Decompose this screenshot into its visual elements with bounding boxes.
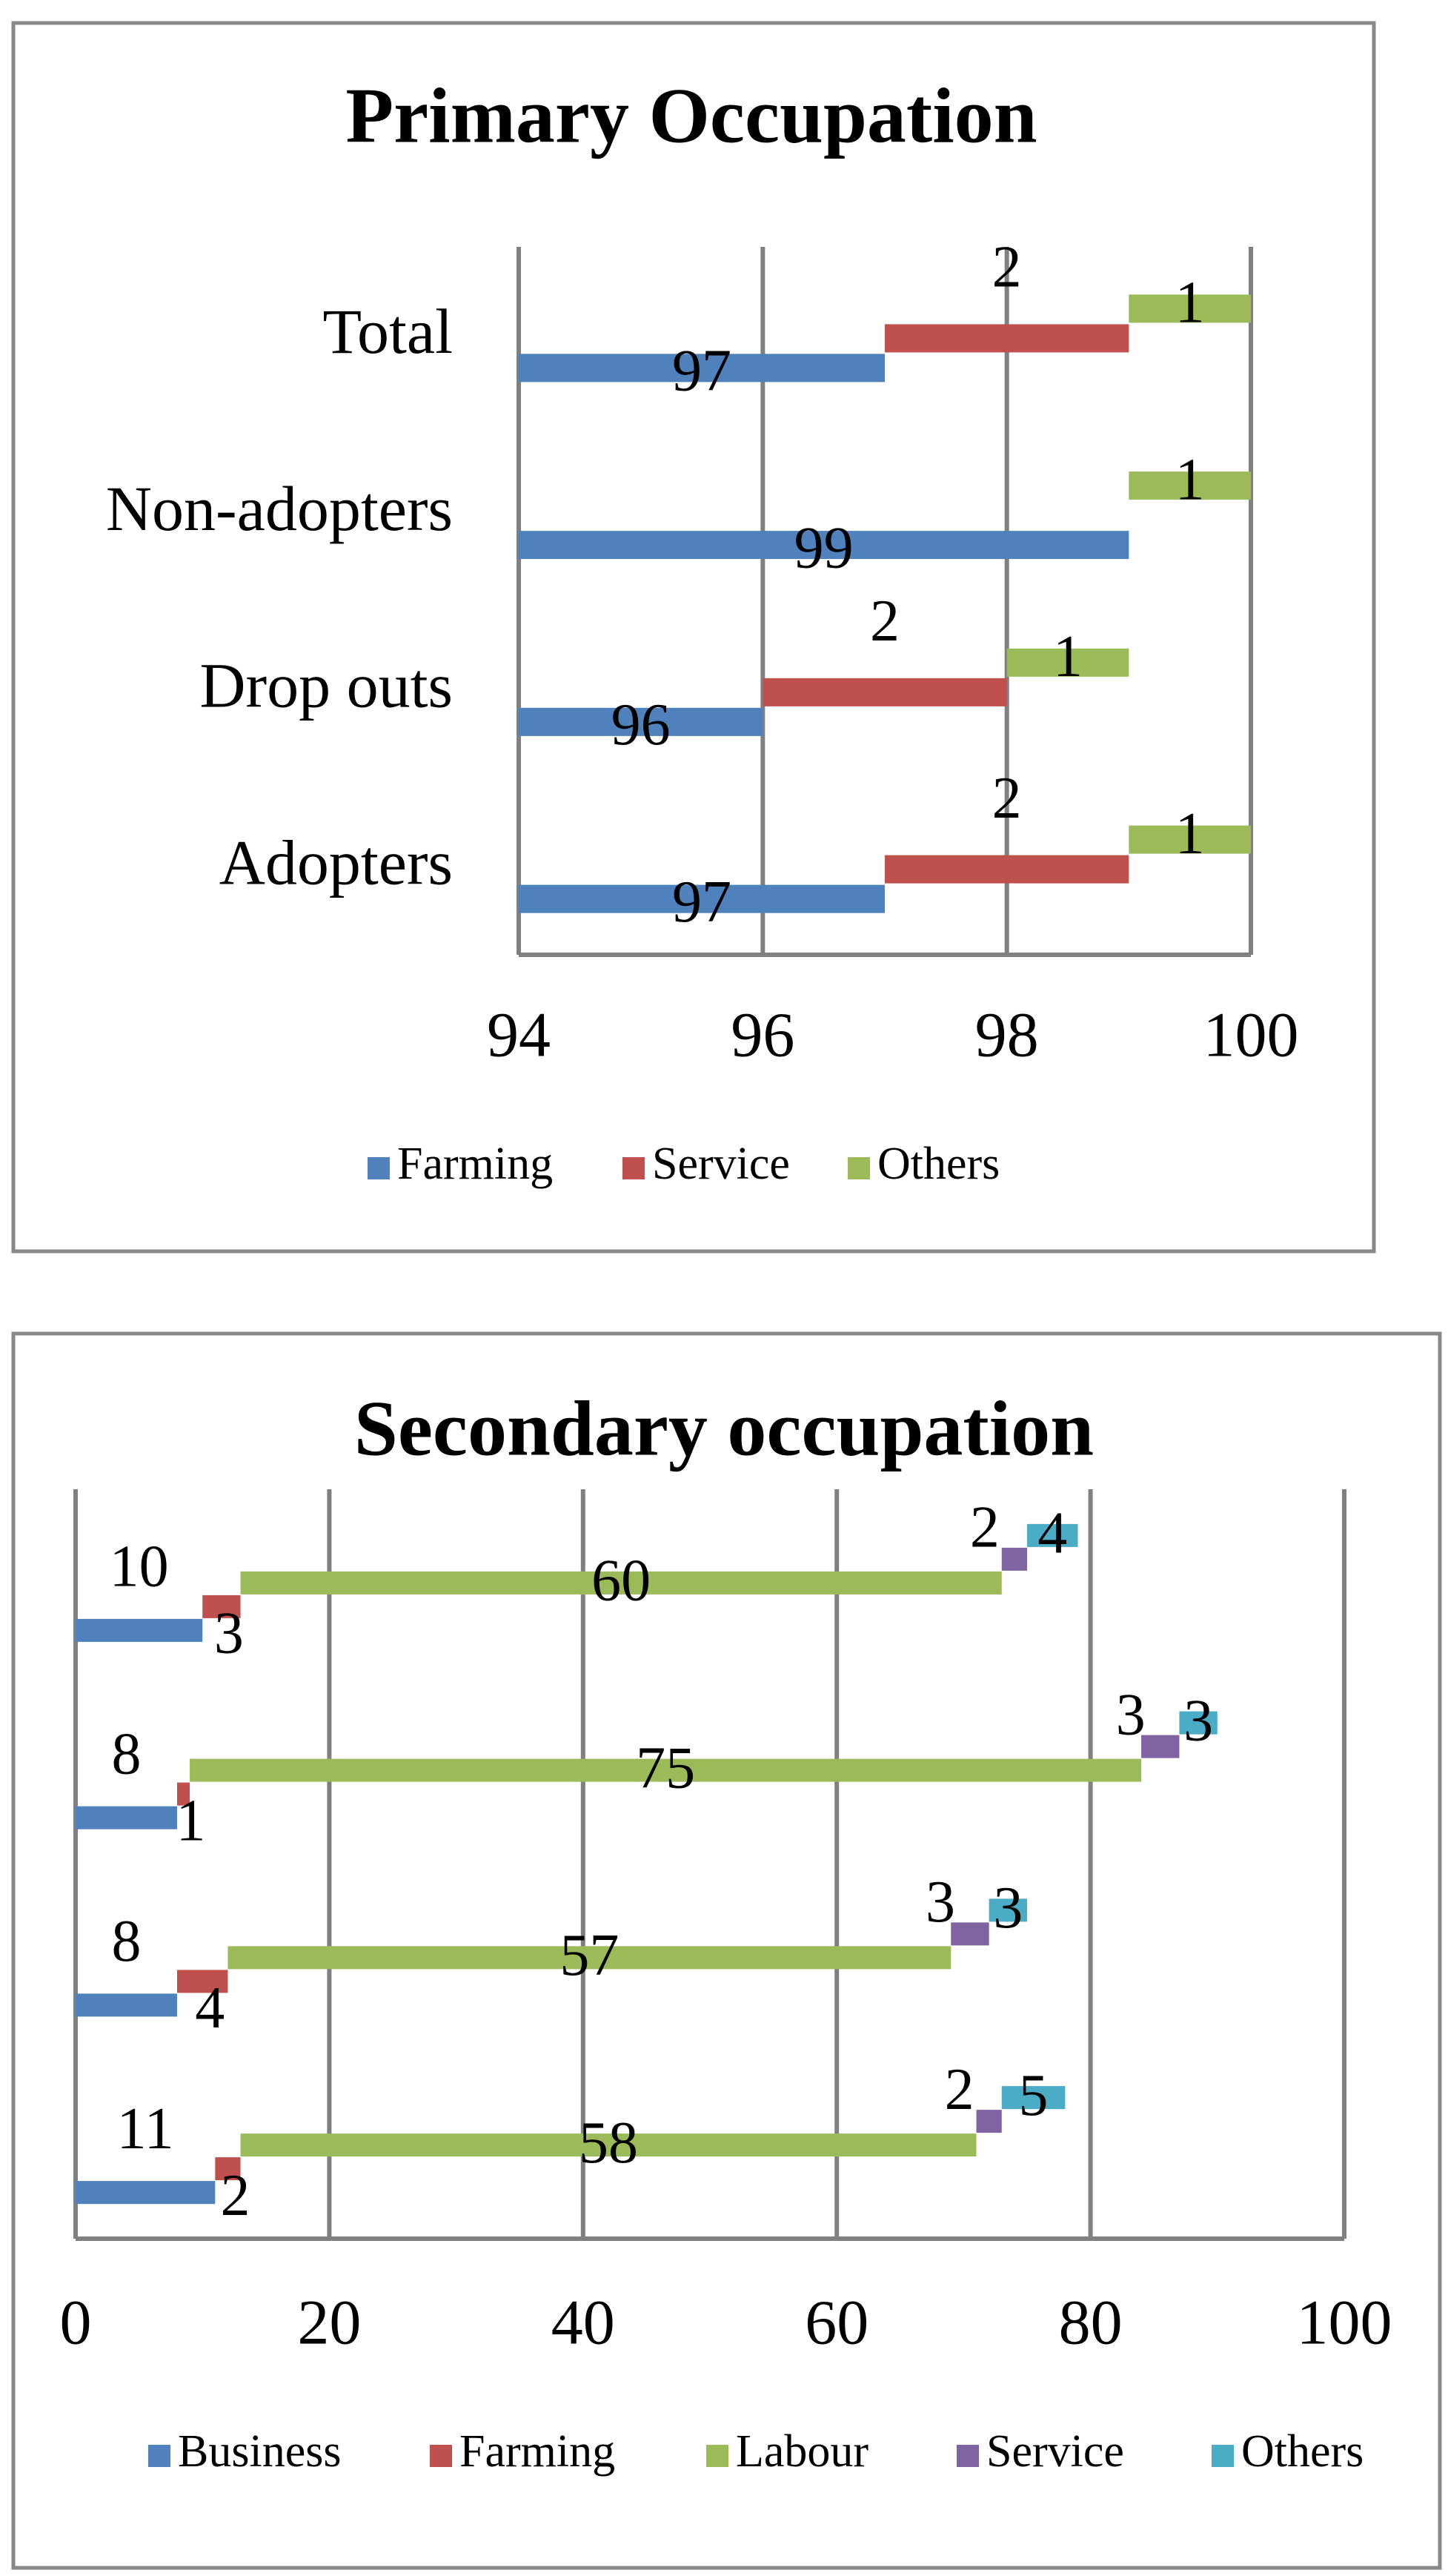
bar-segment	[76, 1618, 203, 1642]
legend-label: Service	[652, 1139, 790, 1189]
legend-label: Others	[877, 1139, 1000, 1189]
data-label: 2	[945, 2057, 974, 2122]
data-label: 2	[970, 1495, 1000, 1560]
data-label: 60	[591, 1549, 651, 1614]
bar-segment	[1179, 1711, 1218, 1735]
legend-label: Farming	[397, 1139, 553, 1189]
data-label: 3	[214, 1601, 244, 1666]
bar-segment	[1129, 294, 1251, 323]
data-label: 2	[992, 766, 1022, 831]
legend-marker	[430, 2445, 452, 2467]
data-label: 57	[559, 1923, 619, 1988]
legend-marker	[848, 1157, 870, 1179]
data-label: 1	[1053, 624, 1083, 689]
bar-segment	[190, 1758, 1142, 1782]
x-tick-label: 0	[60, 2287, 92, 2358]
data-label: 1	[1175, 801, 1205, 867]
chart-frame	[11, 21, 1376, 1254]
bar-segment	[1141, 1735, 1180, 1758]
x-tick-label: 60	[805, 2287, 869, 2358]
bar-segment	[885, 855, 1129, 884]
chart-frame	[11, 1331, 1442, 2570]
x-tick-label: 94	[487, 999, 551, 1070]
bar-segment	[885, 324, 1129, 353]
bar-segment	[240, 2133, 977, 2157]
data-label: 97	[672, 339, 731, 404]
bar-segment	[202, 1595, 241, 1618]
chart-title: Primary Occupation	[345, 72, 1037, 159]
legend-marker	[706, 2445, 728, 2467]
legend-marker	[368, 1157, 390, 1179]
data-label: 96	[611, 692, 671, 758]
legend-label: Business	[178, 2426, 341, 2477]
data-label: 4	[195, 1976, 225, 2041]
bar-segment	[519, 354, 885, 383]
x-tick-label: 96	[731, 999, 794, 1070]
bar-segment	[76, 1993, 177, 2017]
data-label: 1	[1175, 271, 1205, 336]
data-label: 3	[926, 1870, 955, 1935]
x-tick-label: 80	[1059, 2287, 1123, 2358]
bar-segment	[215, 2157, 241, 2181]
legend-marker	[1212, 2445, 1234, 2467]
category-label: Adopters	[219, 827, 453, 898]
data-label: 5	[1019, 2063, 1049, 2128]
data-label: 8	[111, 1721, 141, 1787]
category-label: Total	[323, 296, 454, 367]
data-label: 99	[794, 515, 854, 580]
bar-segment	[240, 1571, 1002, 1595]
bar-segment	[1006, 648, 1129, 677]
data-label: 75	[636, 1735, 695, 1801]
bar-segment	[519, 531, 1129, 560]
bar-segment	[1001, 1547, 1027, 1571]
x-tick-label: 98	[975, 999, 1039, 1070]
bar-segment	[1001, 2086, 1066, 2110]
legend-marker	[957, 2445, 979, 2467]
bar-segment	[1129, 471, 1251, 500]
data-label: 10	[110, 1534, 169, 1600]
data-label: 11	[117, 2096, 174, 2162]
bar-segment	[519, 707, 763, 736]
bar-segment	[228, 1946, 952, 1970]
bar-segment	[1027, 1523, 1078, 1547]
bar-segment	[176, 1782, 190, 1806]
bar-segment	[176, 1970, 228, 1993]
data-label: 97	[672, 870, 731, 935]
legend-label: Service	[986, 2426, 1124, 2477]
data-label: 1	[1175, 447, 1205, 512]
legend-label: Others	[1241, 2426, 1364, 2477]
bar-segment	[951, 1922, 989, 1946]
bar-segment	[763, 678, 1007, 706]
data-label: 8	[111, 1909, 141, 1974]
data-label: 3	[1116, 1682, 1146, 1747]
bar-segment	[76, 1806, 177, 1830]
bars	[519, 294, 1251, 913]
chart-title: Secondary occupation	[354, 1385, 1094, 1471]
x-tick-label: 40	[551, 2287, 615, 2358]
bars	[76, 1523, 1218, 2205]
data-label: 3	[993, 1875, 1023, 1941]
bar-segment	[519, 884, 885, 913]
data-label: 2	[870, 589, 900, 654]
legend-marker	[622, 1157, 645, 1179]
data-label: 58	[579, 2110, 638, 2176]
x-tick-label: 100	[1297, 2287, 1392, 2358]
legend-label: Farming	[459, 2426, 615, 2477]
data-label: 4	[1037, 1501, 1067, 1566]
bar-segment	[1129, 825, 1251, 854]
legend-marker	[148, 2445, 170, 2467]
data-label: 3	[1183, 1688, 1213, 1753]
bar-segment	[989, 1898, 1027, 1922]
data-label: 2	[220, 2163, 250, 2228]
x-tick-label: 20	[297, 2287, 361, 2358]
data-label: 1	[176, 1788, 206, 1853]
x-tick-label: 100	[1203, 999, 1299, 1070]
bar-segment	[976, 2110, 1002, 2133]
category-label: Non-adopters	[106, 473, 453, 544]
category-label: Drop outs	[199, 650, 453, 721]
bar-segment	[76, 2181, 216, 2205]
legend-label: Labour	[736, 2426, 869, 2477]
data-label: 2	[992, 235, 1022, 300]
